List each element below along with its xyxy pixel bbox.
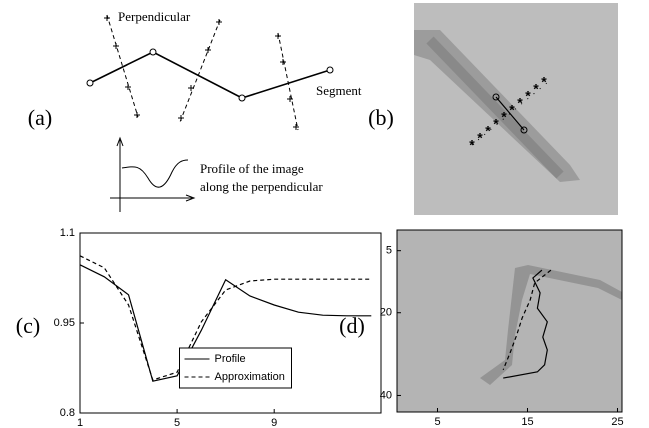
svg-text:*: * xyxy=(493,116,499,132)
y-tick-label: 0.8 xyxy=(60,407,75,419)
svg-text:*: * xyxy=(541,74,547,90)
node xyxy=(239,95,245,101)
panel-label: (c) xyxy=(16,313,40,338)
y-tick-label: 0.95 xyxy=(54,317,75,329)
node xyxy=(150,49,156,55)
panel-label: (a) xyxy=(28,105,52,130)
y-tick-label: 20 xyxy=(380,307,392,319)
x-tick-label: 15 xyxy=(521,416,533,428)
y-tick-label: 5 xyxy=(386,245,392,257)
x-tick-label: 9 xyxy=(271,417,277,428)
legend-label: Approximation xyxy=(215,371,285,383)
profile-curve xyxy=(122,160,188,187)
legend-label: Profile xyxy=(215,353,246,365)
node xyxy=(87,80,93,86)
sample-marks xyxy=(104,15,299,130)
segment-line xyxy=(90,52,330,98)
node xyxy=(327,67,333,73)
svg-text:*: * xyxy=(501,109,507,125)
svg-text:*: * xyxy=(525,88,531,104)
caption: along the perpendicular xyxy=(200,179,323,194)
svg-text:*: * xyxy=(485,123,491,139)
image-d xyxy=(397,230,622,412)
svg-text:*: * xyxy=(509,102,515,118)
svg-text:*: * xyxy=(477,130,483,146)
panel-label: (b) xyxy=(368,105,394,130)
panel-label: (d) xyxy=(339,313,365,338)
x-tick-label: 25 xyxy=(611,416,623,428)
caption: Profile of the image xyxy=(200,161,304,176)
label-perpendicular: Perpendicular xyxy=(118,9,191,24)
y-tick-label: 1.1 xyxy=(60,227,75,239)
image-b: ********** xyxy=(414,3,618,215)
y-tick-label: 40 xyxy=(380,389,392,401)
svg-text:*: * xyxy=(517,95,523,111)
svg-text:*: * xyxy=(469,137,475,153)
page: Perpendicular Segment Profile of the ima… xyxy=(0,0,649,428)
svg-text:*: * xyxy=(533,81,539,97)
x-tick-label: 5 xyxy=(174,417,180,428)
figure: Perpendicular Segment Profile of the ima… xyxy=(0,0,649,428)
x-tick-label: 1 xyxy=(77,417,83,428)
perpendicular-line xyxy=(107,15,138,117)
label-segment: Segment xyxy=(316,83,362,98)
x-tick-label: 5 xyxy=(434,416,440,428)
perpendicular-line xyxy=(180,20,220,122)
